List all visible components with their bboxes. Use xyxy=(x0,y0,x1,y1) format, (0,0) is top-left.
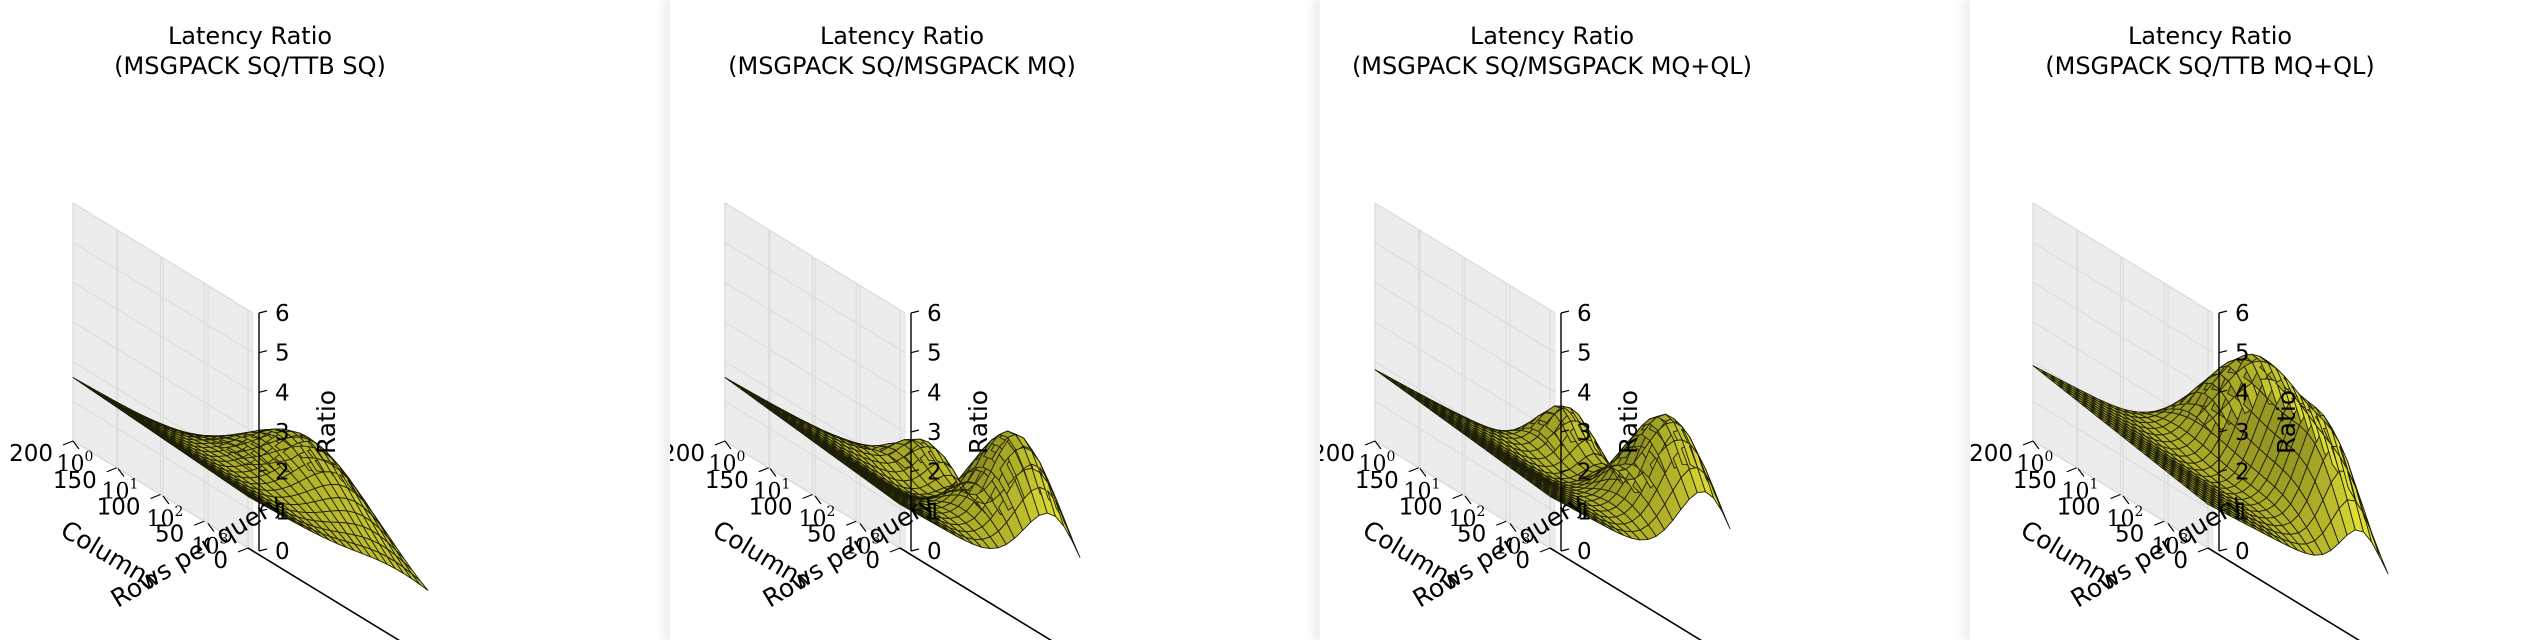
x-tick-label: 200 xyxy=(1970,441,2013,467)
z-tick-label: 6 xyxy=(927,301,942,327)
surface-plot-panel: Latency Ratio (MSGPACK SQ/MSGPACK MQ) 0 50 1… xyxy=(670,0,1316,640)
surface-cell xyxy=(2371,532,2389,575)
z-tick-label: 2 xyxy=(1577,460,1592,486)
z-tick-label: 6 xyxy=(2235,301,2250,327)
surface-mesh xyxy=(724,377,1081,558)
surface-mesh xyxy=(72,377,429,591)
z-tick-label: 0 xyxy=(927,539,942,565)
x-tick-label: 150 xyxy=(2013,468,2057,494)
z-tick-label: 3 xyxy=(2235,420,2250,446)
z-tick-label: 3 xyxy=(275,420,290,446)
z-tick-label: 0 xyxy=(2235,539,2250,565)
surface-cell xyxy=(1713,488,1731,530)
y-tick-label: 102 xyxy=(2107,504,2144,532)
chart-subtitle: (MSGPACK SQ/TTB MQ+QL) xyxy=(2045,52,2375,80)
surface-chart: Latency Ratio(MSGPACK SQ/MSGPACK MQ)0501… xyxy=(670,22,1081,640)
surface-mesh xyxy=(1374,369,1731,541)
z-tick-label: 1 xyxy=(1577,499,1592,525)
surface-cell xyxy=(411,573,429,591)
surface-cell xyxy=(1063,517,1081,558)
chart-subtitle: (MSGPACK SQ/TTB SQ) xyxy=(114,52,386,80)
x-tick-label: 200 xyxy=(1320,441,1355,467)
z-tick-label: 5 xyxy=(927,341,942,367)
z-tick-label: 3 xyxy=(927,420,942,446)
x-tick-label: 200 xyxy=(670,441,705,467)
x-tick-label: 150 xyxy=(705,468,749,494)
surface-mesh xyxy=(2032,353,2389,575)
x-tick-label: 100 xyxy=(1399,495,1443,521)
chart-title: Latency Ratio xyxy=(820,22,984,50)
z-tick-label: 5 xyxy=(1577,341,1592,367)
z-tick-label: 6 xyxy=(275,301,290,327)
z-tick-label: 4 xyxy=(927,380,942,406)
z-tick-label: 1 xyxy=(275,499,290,525)
surface-plot-panel: Latency Ratio (MSGPACK SQ/TTB MQ+QL) 0 50 10… xyxy=(1970,0,2538,640)
x-tick-label: 0 xyxy=(2173,548,2188,574)
z-tick-label: 3 xyxy=(1577,420,1592,446)
x-tick-label: 150 xyxy=(1355,468,1399,494)
z-tick-label: 5 xyxy=(2235,341,2250,367)
z-tick-label: 4 xyxy=(2235,380,2250,406)
x-tick-label: 0 xyxy=(865,548,880,574)
z-axis-label: Ratio xyxy=(1614,390,1643,454)
chart-title: Latency Ratio xyxy=(168,22,332,50)
z-tick-label: 6 xyxy=(1577,301,1592,327)
z-tick-label: 2 xyxy=(275,460,290,486)
z-tick-label: 0 xyxy=(1577,539,1592,565)
surface-plot-panel: Latency Ratio (MSGPACK SQ/MSGPACK MQ+QL) 0… xyxy=(1320,0,1966,640)
x-tick-label: 0 xyxy=(213,548,228,574)
surface-plot-panel: Latency Ratio (MSGPACK SQ/TTB SQ) 0 50 100 15… xyxy=(0,0,666,640)
chart-subtitle: (MSGPACK SQ/MSGPACK MQ+QL) xyxy=(1352,52,1752,80)
z-tick-label: 2 xyxy=(2235,460,2250,486)
x-tick-label: 150 xyxy=(53,468,97,494)
z-tick-label: 0 xyxy=(275,539,290,565)
z-tick-label: 2 xyxy=(927,460,942,486)
x-tick-label: 100 xyxy=(97,495,141,521)
chart-title: Latency Ratio xyxy=(2128,22,2292,50)
x-tick-label: 50 xyxy=(1457,521,1486,547)
x-tick-label: 100 xyxy=(2057,495,2101,521)
z-tick-label: 4 xyxy=(1577,380,1592,406)
x-tick-label: 50 xyxy=(155,521,184,547)
surface-chart: Latency Ratio(MSGPACK SQ/TTB MQ+QL)05010… xyxy=(1970,22,2389,640)
surface-chart: Latency Ratio(MSGPACK SQ/TTB SQ)05010015… xyxy=(9,22,429,640)
chart-title: Latency Ratio xyxy=(1470,22,1634,50)
z-tick-label: 1 xyxy=(927,499,942,525)
x-tick-label: 100 xyxy=(749,495,793,521)
z-axis-label: Ratio xyxy=(2272,390,2301,454)
surface-chart: Latency Ratio(MSGPACK SQ/MSGPACK MQ+QL) 0… xyxy=(1320,22,1752,640)
x-tick-label: 0 xyxy=(1515,548,1530,574)
z-tick-label: 5 xyxy=(275,341,290,367)
z-axis-label: Ratio xyxy=(964,390,993,454)
z-tick-label: 4 xyxy=(275,380,290,406)
x-tick-label: 50 xyxy=(807,521,836,547)
x-tick-label: 200 xyxy=(9,441,53,467)
z-tick-label: 1 xyxy=(2235,499,2250,525)
chart-subtitle: (MSGPACK SQ/MSGPACK MQ) xyxy=(728,52,1076,80)
y-tick-label: 100 xyxy=(57,449,94,477)
z-axis-label: Ratio xyxy=(312,390,341,454)
x-tick-label: 50 xyxy=(2115,521,2144,547)
